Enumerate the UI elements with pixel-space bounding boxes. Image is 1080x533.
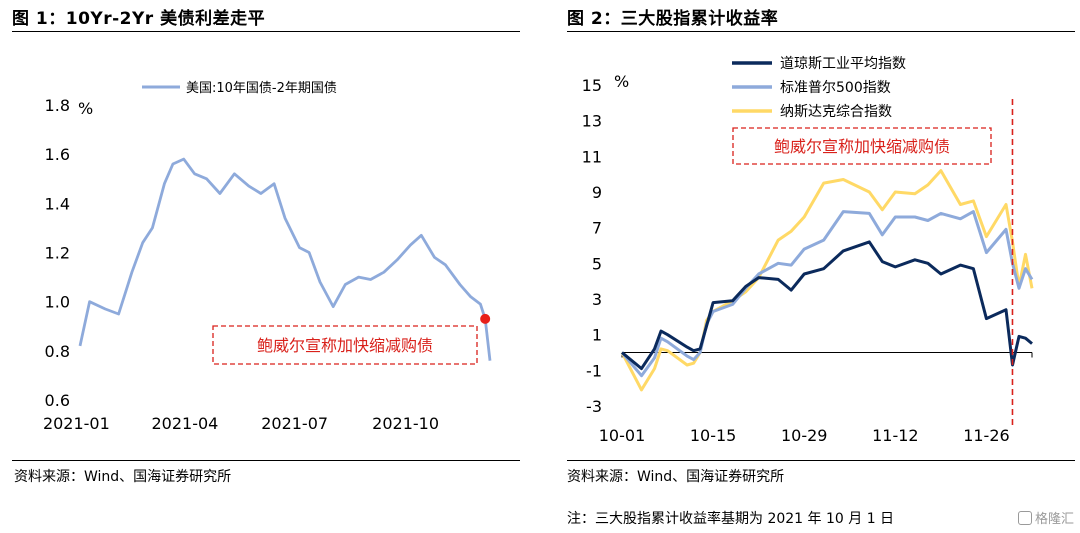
yield-spread-chart: 1.8 1.6 1.4 1.2 1.0 0.8 0.6% 2021-01 2021-04 2021…: [43, 81, 492, 433]
figure-1-title: 图 1：10Yr-2Yr 美债利差走平: [12, 9, 266, 29]
y-tick-label: 0.8: [45, 342, 70, 361]
index-line-series-3: [620, 169, 1034, 392]
y-tick-label: 1.2: [45, 244, 70, 263]
annotation-text: 鲍威尔宣称加快缩减购债: [257, 336, 433, 355]
figure-1-bottom-rule: [12, 460, 520, 461]
legend-label-spread: 美国:10年国债-2年期国债: [186, 81, 337, 96]
figure-2-note: 注：三大股指累计收益率基期为 2021 年 10 月 1 日: [567, 511, 895, 527]
y-axis-unit: %: [614, 72, 629, 91]
y-tick-label: 1.6: [45, 145, 70, 164]
y-tick-label: 15: [582, 76, 602, 95]
stock-index-returns-chart: 15 13 11 9 7 5 3 1 -1 -3% 10-01 10-15 10-29 11-12 11-2…: [582, 56, 1034, 445]
annotation-box: [732, 127, 992, 165]
x-tick-label: 2021-07: [261, 414, 328, 433]
legend-label-3: 纳斯达克综合指数: [780, 104, 892, 120]
x-tick-label: 11-12: [872, 426, 919, 445]
index-line-series-2: [620, 210, 1034, 378]
y-tick-label: 1.8: [45, 96, 70, 115]
annotation-box: [212, 325, 478, 365]
figure-1-top-rule: [12, 31, 520, 32]
spread-line-series: [78, 157, 492, 361]
annotation-text: 鲍威尔宣称加快缩减购债: [774, 137, 950, 156]
x-tick-label: 10-01: [599, 426, 646, 445]
y-tick-label: 1.0: [45, 293, 70, 312]
y-tick-label: 1.4: [45, 194, 70, 213]
y-axis-unit: %: [78, 99, 93, 118]
powell-taper-marker: [480, 313, 491, 324]
y-tick-label: 7: [592, 219, 602, 238]
y-tick-label: -1: [586, 361, 602, 380]
y-tick-label: 11: [582, 147, 602, 166]
x-tick-label: 11-26: [963, 426, 1010, 445]
y-tick-label: 9: [592, 183, 602, 202]
y-tick-label: 1: [592, 326, 602, 345]
legend-label-1: 道琼斯工业平均指数: [780, 56, 906, 72]
y-tick-label: 13: [582, 112, 602, 131]
figure-2-bottom-rule: [567, 460, 1075, 461]
legend-label-2: 标准普尔500指数: [780, 80, 891, 96]
y-tick-label: 3: [592, 290, 602, 309]
figure-1-source: 资料来源：Wind、国海证券研究所: [14, 469, 232, 485]
x-tick-label: 2021-04: [151, 414, 218, 433]
x-tick-label: 2021-10: [372, 414, 439, 433]
watermark-text: 格隆汇: [1034, 512, 1074, 527]
figure-2-top-rule: [567, 31, 1075, 32]
index-line-series-1: [621, 240, 1033, 371]
y-tick-label: 0.6: [45, 391, 70, 410]
y-tick-label: -3: [586, 397, 602, 416]
y-tick-label: 5: [592, 254, 602, 273]
x-tick-label: 2021-01: [43, 414, 110, 433]
watermark: 格隆汇: [1017, 508, 1074, 527]
watermark-logo-icon: [1017, 510, 1032, 525]
x-tick-label: 10-29: [781, 426, 828, 445]
figure-2-source: 资料来源：Wind、国海证券研究所: [567, 469, 785, 485]
figure-2-title: 图 2：三大股指累计收益率: [567, 9, 779, 29]
x-tick-label: 10-15: [690, 426, 737, 445]
